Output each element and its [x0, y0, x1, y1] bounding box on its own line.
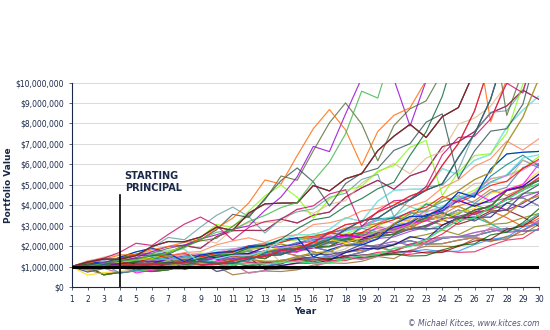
- Text: © Michael Kitces, www.kitces.com: © Michael Kitces, www.kitces.com: [408, 319, 539, 328]
- Text: TERMINAL WEALTH AFTER 30 YEARS OF FOLLOWING THE: TERMINAL WEALTH AFTER 30 YEARS OF FOLLOW…: [87, 14, 463, 27]
- X-axis label: Year: Year: [294, 307, 316, 315]
- Text: STARTING
PRINCIPAL: STARTING PRINCIPAL: [125, 171, 182, 193]
- Text: 4% SAFE WITHDRAWAL RATE: ALL HISTORICAL YEARS: 4% SAFE WITHDRAWAL RATE: ALL HISTORICAL …: [97, 47, 453, 60]
- Y-axis label: Portfolio Value: Portfolio Value: [4, 147, 13, 223]
